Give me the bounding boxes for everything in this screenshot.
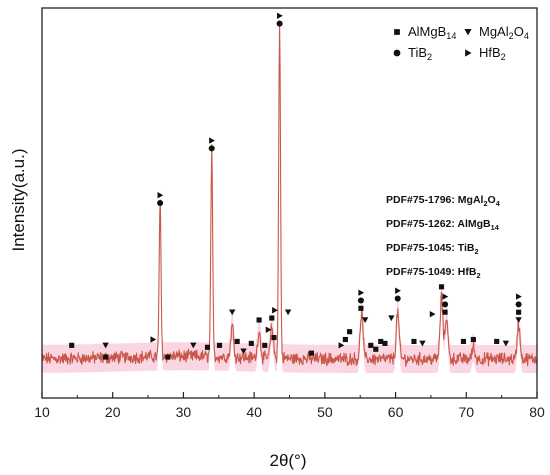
square-marker xyxy=(103,354,109,360)
triangle-down-marker xyxy=(361,317,369,324)
triangle-right-marker xyxy=(277,12,283,19)
x-axis-title: 2θ(°) xyxy=(269,451,306,470)
square-marker xyxy=(342,336,348,343)
triangle-right-marker xyxy=(338,342,345,349)
square-marker xyxy=(378,338,384,345)
square-marker xyxy=(382,340,388,346)
triangle-down-marker xyxy=(515,317,522,324)
x-tick-label: 60 xyxy=(388,404,404,420)
triangle-down-marker xyxy=(102,342,109,349)
square-marker xyxy=(438,284,445,290)
square-marker xyxy=(347,329,353,335)
triangle-right-marker xyxy=(272,307,278,314)
plot-area xyxy=(41,8,538,374)
circle-marker xyxy=(357,297,364,304)
triangle-right-marker xyxy=(358,289,365,296)
triangle-right-marker xyxy=(465,49,472,57)
square-marker xyxy=(394,29,400,35)
triangle-down-marker xyxy=(419,340,426,347)
square-marker xyxy=(308,350,314,356)
square-marker xyxy=(516,309,522,315)
pdf-card-list: PDF#75-1796: MgAl2O4 PDF#75-1262: AlMgB14… xyxy=(386,194,501,280)
intensity-band xyxy=(42,8,537,374)
x-tick-label: 30 xyxy=(176,404,192,420)
square-marker xyxy=(216,342,223,348)
triangle-right-marker xyxy=(516,293,522,300)
circle-marker xyxy=(276,20,283,27)
x-tick-label: 40 xyxy=(246,404,262,420)
x-tick-label: 10 xyxy=(34,404,50,420)
square-marker xyxy=(358,305,364,311)
square-marker xyxy=(262,342,268,348)
legend-entry: MgAl2O4 xyxy=(479,24,529,41)
x-tick-label: 20 xyxy=(105,404,121,420)
square-marker xyxy=(442,309,448,315)
triangle-down-marker xyxy=(190,342,197,349)
phase-legend: AlMgB14 MgAl2O4 TiB2 HfB2 xyxy=(393,24,529,62)
y-axis-title: Intensity(a.u.) xyxy=(9,149,28,252)
circle-marker xyxy=(515,301,522,308)
triangle-right-marker xyxy=(157,192,164,199)
triangle-down-marker xyxy=(388,315,395,322)
pdf-card-label: PDF#75-1045: TiB2 xyxy=(386,242,479,256)
triangle-right-marker xyxy=(265,326,272,333)
legend-entry: TiB2 xyxy=(408,45,432,62)
square-marker xyxy=(368,342,374,348)
square-marker xyxy=(234,338,240,345)
circle-marker xyxy=(442,301,449,308)
square-marker xyxy=(165,354,171,360)
legend-entry: HfB2 xyxy=(479,45,506,62)
square-marker xyxy=(470,336,476,343)
square-marker xyxy=(373,346,379,352)
triangle-right-marker xyxy=(395,287,401,294)
square-marker xyxy=(269,315,275,321)
triangle-right-marker xyxy=(429,310,436,318)
pdf-card-label: PDF#75-1049: HfB2 xyxy=(386,266,481,280)
triangle-down-marker xyxy=(240,348,247,355)
triangle-right-marker xyxy=(442,293,449,300)
triangle-right-marker xyxy=(150,336,157,343)
square-marker xyxy=(256,317,262,323)
x-tick-label: 80 xyxy=(529,404,545,420)
circle-marker xyxy=(394,295,401,302)
circle-marker xyxy=(393,49,401,57)
legend-entry: AlMgB14 xyxy=(408,24,456,41)
phase-markers xyxy=(69,12,522,360)
square-marker xyxy=(460,338,467,345)
triangle-down-marker xyxy=(502,340,510,347)
x-axis: 10 20 30 40 50 60 70 80 xyxy=(34,392,545,420)
xrd-series-line xyxy=(41,26,538,367)
square-marker xyxy=(204,344,211,350)
circle-marker xyxy=(208,145,215,152)
x-tick-label: 70 xyxy=(458,404,474,420)
circle-marker xyxy=(157,199,164,207)
triangle-down-marker xyxy=(464,28,472,36)
x-tick-label: 50 xyxy=(317,404,333,420)
square-marker xyxy=(248,340,254,346)
pdf-card-label: PDF#75-1796: MgAl2O4 xyxy=(386,194,501,208)
square-marker xyxy=(411,338,417,345)
square-marker xyxy=(494,338,500,345)
triangle-down-marker xyxy=(229,309,236,316)
triangle-down-marker xyxy=(284,309,292,316)
square-marker xyxy=(69,342,75,348)
square-marker xyxy=(271,334,277,341)
pdf-card-label: PDF#75-1262: AlMgB14 xyxy=(386,218,500,232)
triangle-right-marker xyxy=(209,137,215,144)
